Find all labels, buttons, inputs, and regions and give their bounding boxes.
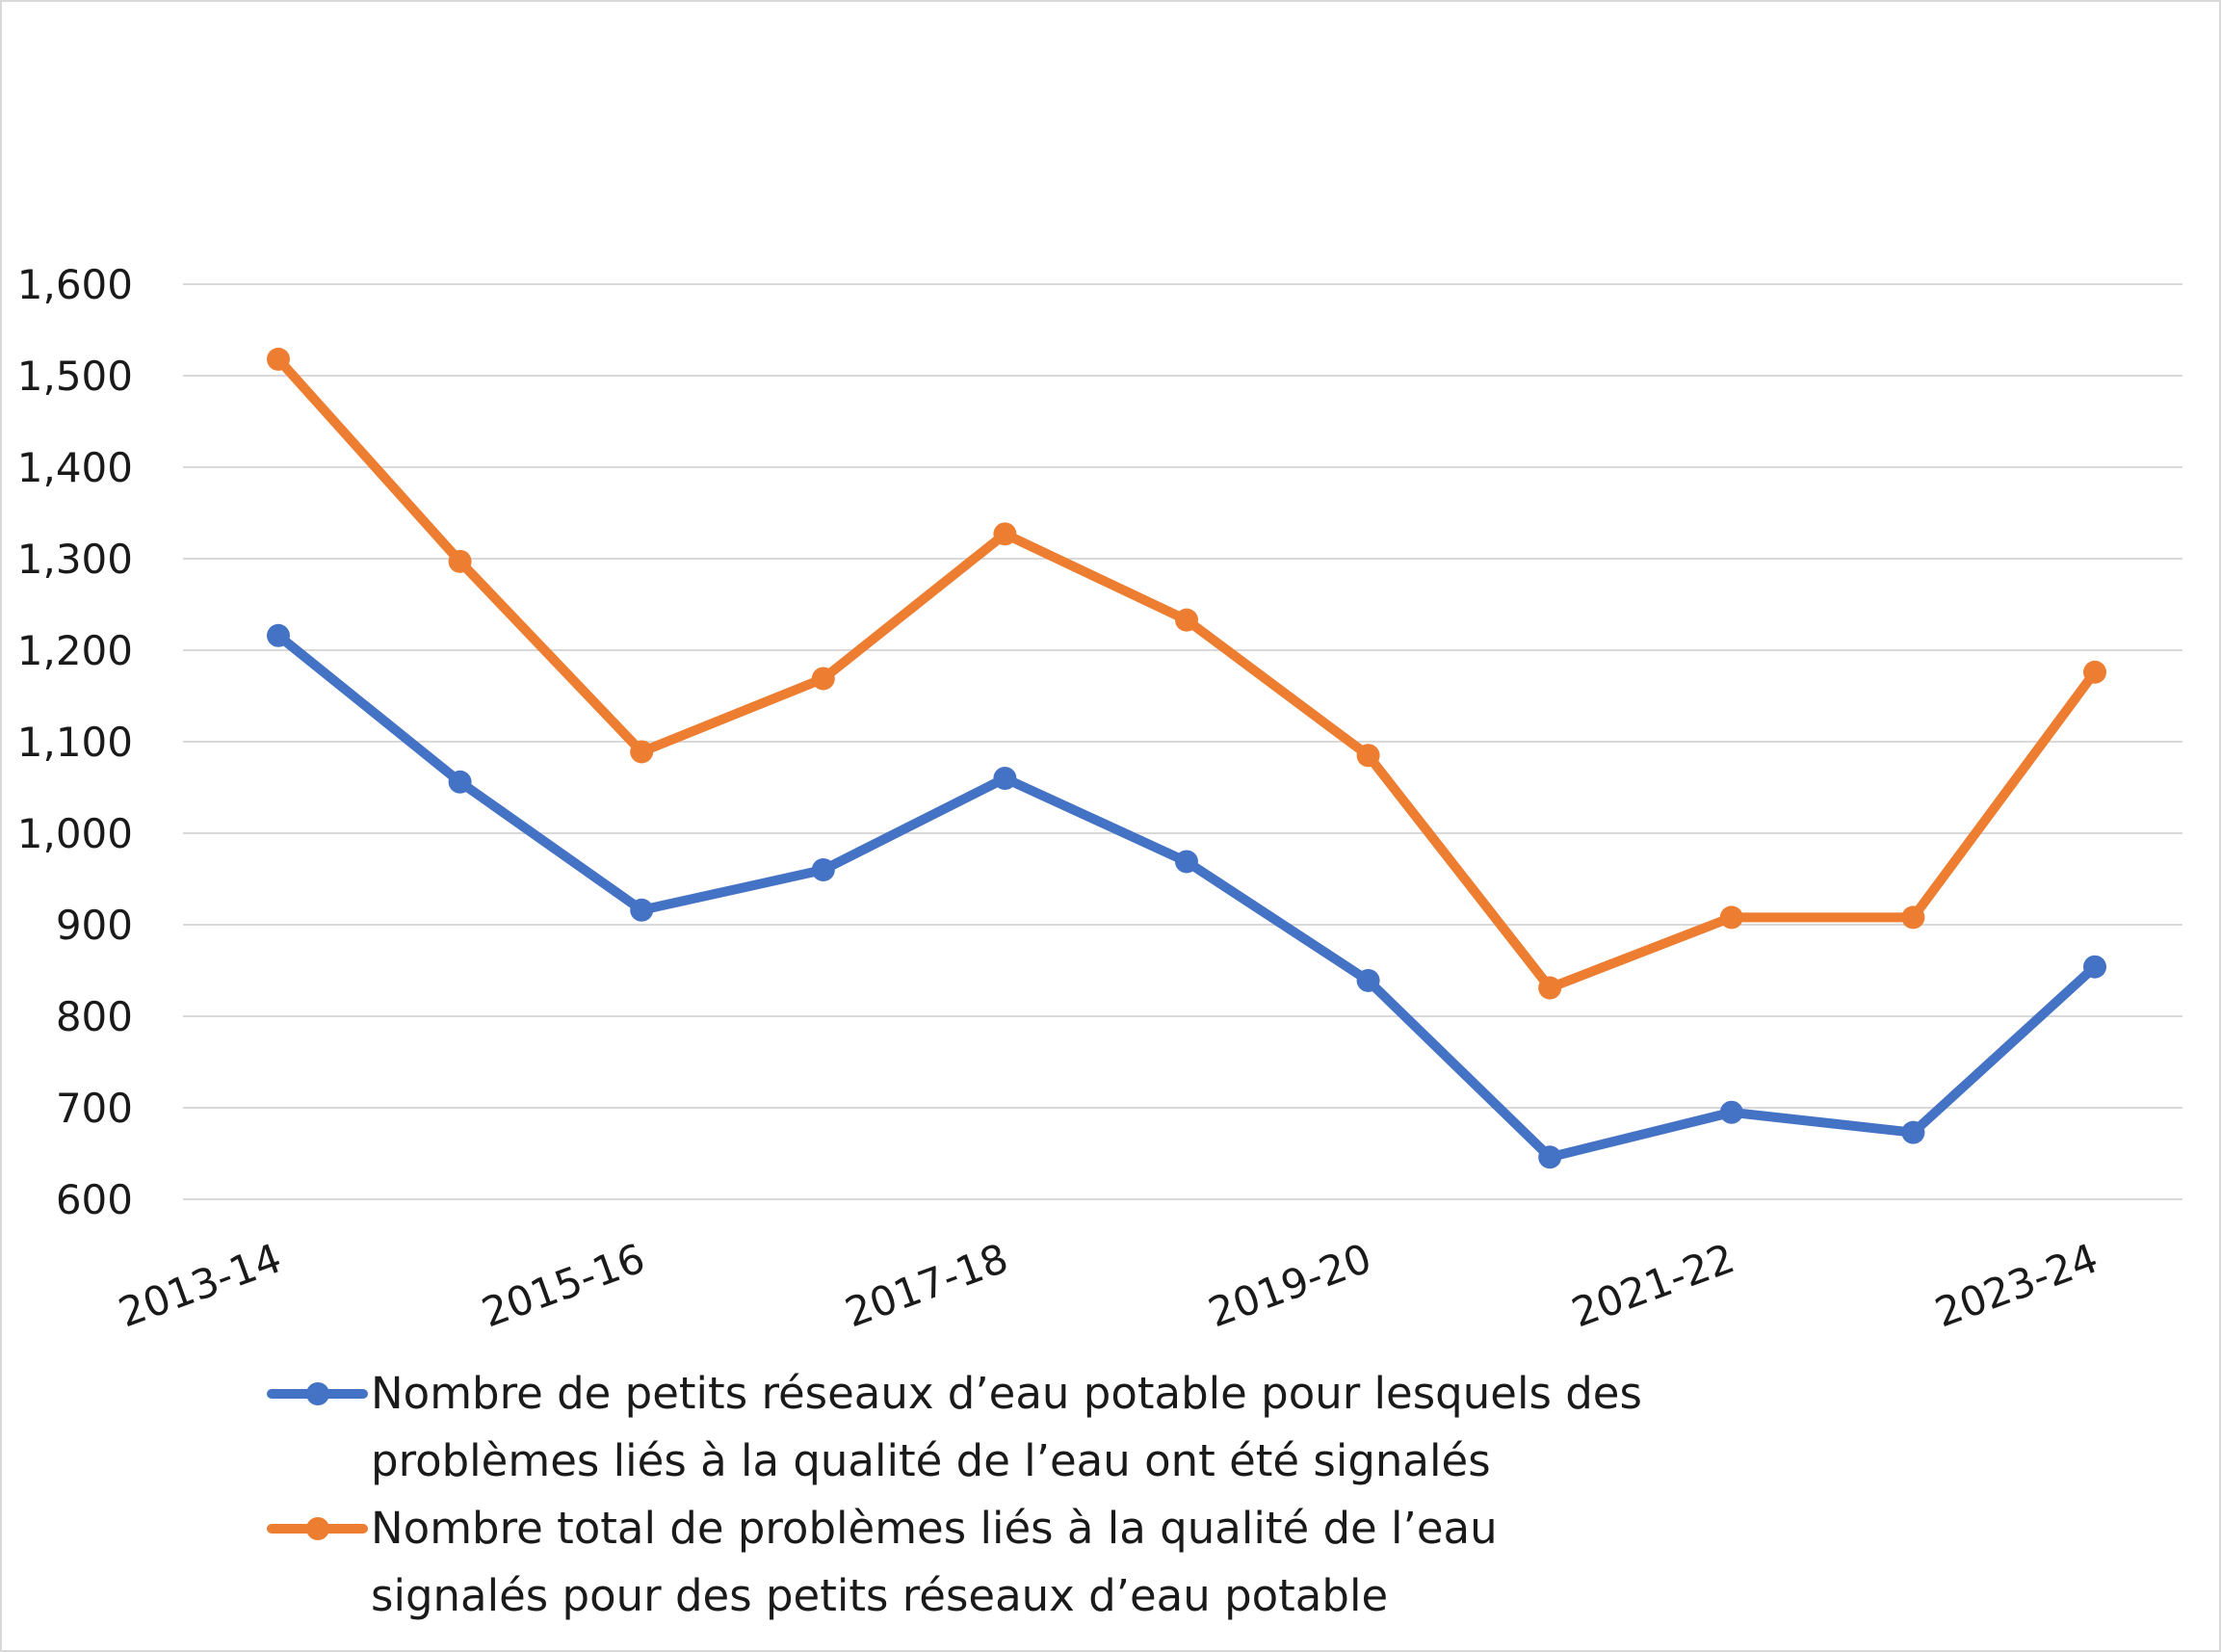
x-tick-label: 2015-16 [476,1234,651,1336]
x-tick-label: 2013-14 [113,1234,288,1336]
legend-marker-swatch [306,1517,329,1540]
data-point [630,740,654,764]
data-point [267,347,290,371]
data-point [1719,1100,1743,1124]
y-tick-label: 1,000 [17,810,133,857]
legend: Nombre de petits réseaux d’eau potable p… [267,1368,1642,1621]
data-point [267,623,290,647]
y-tick-label: 600 [56,1176,133,1223]
y-tick-label: 1,100 [17,719,133,766]
data-point [2083,955,2106,979]
data-point [1175,608,1198,632]
legend-label: signalés pour des petits réseaux d’eau p… [371,1570,1388,1621]
x-tick-label: 2017-18 [839,1234,1014,1336]
y-tick-label: 1,600 [17,261,133,308]
legend-marker-swatch [306,1382,329,1405]
legend-label: Nombre total de problèmes liés à la qual… [371,1503,1498,1554]
data-point [811,667,835,691]
data-point [1719,905,1743,930]
data-point [2083,660,2106,684]
data-point [993,767,1017,790]
gridlines [183,283,2182,1200]
y-tick-label: 1,400 [17,444,133,491]
data-point [1538,976,1562,1000]
data-point [1901,1120,1925,1144]
series-2 [267,347,2106,1000]
y-tick-label: 1,500 [17,353,133,400]
series-line [274,354,2100,993]
legend-label: Nombre de petits réseaux d’eau potable p… [371,1368,1642,1419]
data-point [1356,744,1380,768]
series-layer [267,347,2106,1169]
x-tick-label: 2019-20 [1202,1234,1377,1336]
series-line [274,630,2100,1163]
y-tick-label: 900 [56,902,133,949]
legend-item-1: Nombre de petits réseaux d’eau potable p… [267,1368,1642,1486]
legend-item-2: Nombre total de problèmes liés à la qual… [267,1503,1498,1621]
data-point [811,858,835,881]
x-tick-label: 2023-24 [1929,1234,2104,1336]
data-point [448,549,472,573]
data-point [1175,850,1198,874]
y-tick-label: 700 [56,1085,133,1132]
data-point [1538,1145,1562,1169]
y-axis-tick-labels: 600 700 800 900 1,000 1,100 1,200 1,300 1,400 1,5… [17,261,133,1223]
x-tick-label: 2021-22 [1566,1234,1741,1336]
data-point [993,522,1017,546]
data-point [448,770,472,794]
data-point [1901,905,1925,930]
series-1 [267,623,2106,1169]
x-axis-tick-labels: 2013-14 2015-16 2017-18 2019-20 2021-22 2023-… [113,1234,2104,1336]
y-tick-label: 800 [56,993,133,1040]
y-tick-label: 1,300 [17,536,133,583]
data-point [1356,968,1380,992]
y-tick-label: 1,200 [17,627,133,674]
legend-label: problèmes liés à la qualité de l’eau ont… [371,1435,1491,1486]
data-point [630,898,654,922]
